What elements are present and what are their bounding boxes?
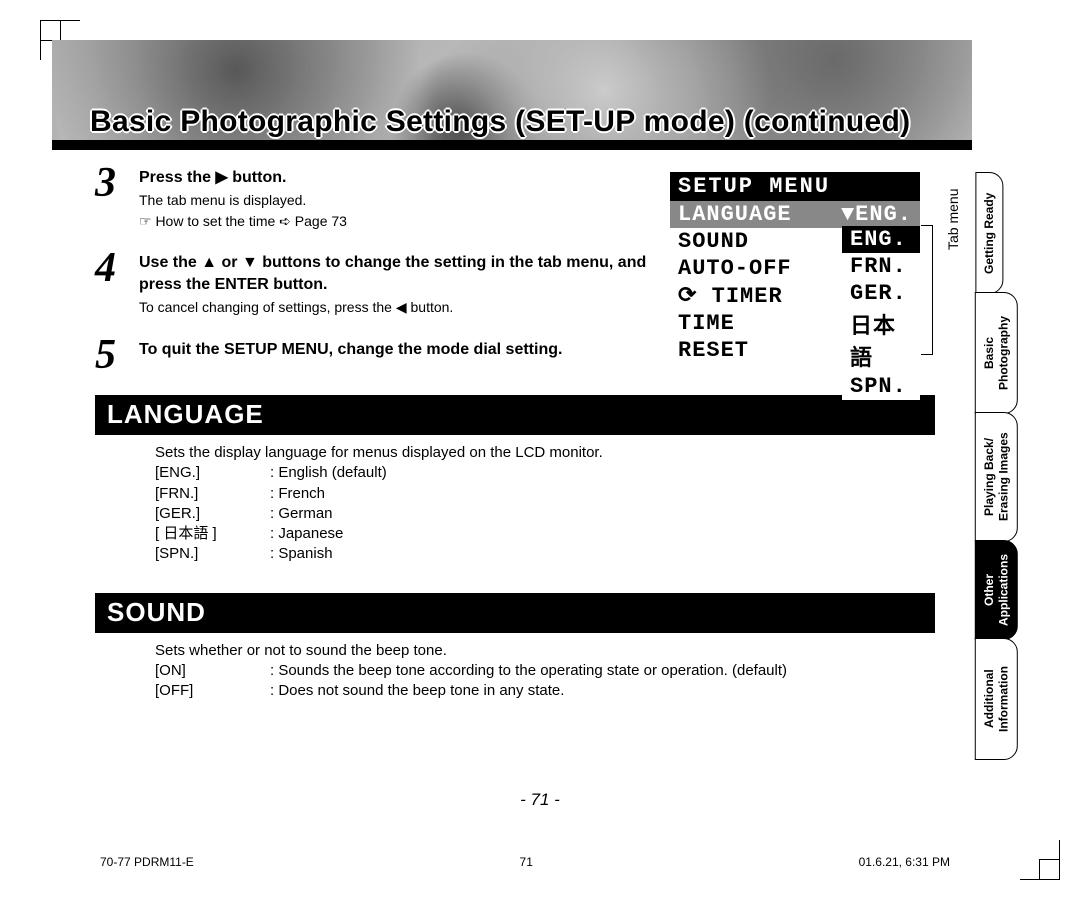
step-title: To quit the SETUP MENU, change the mode … [139, 339, 655, 361]
section-body-language: Sets the display language for menus disp… [95, 435, 935, 565]
content-area: 3 Press the ▶ button. The tab menu is di… [95, 165, 655, 702]
tab-menu-label: Tab menu [945, 189, 961, 250]
section-heading-language: LANGUAGE [95, 395, 935, 435]
side-tab-getting-ready[interactable]: Getting Ready [975, 172, 1003, 294]
step-3: 3 Press the ▶ button. The tab menu is di… [95, 165, 655, 230]
tab-menu-bracket [921, 225, 933, 355]
step-note: To cancel changing of settings, press th… [139, 298, 655, 318]
side-tabs: Getting Ready Basic Photography Playing … [975, 172, 1045, 758]
header-underline [52, 140, 972, 150]
lang-row: [ENG.]: English (default) [155, 463, 935, 483]
side-tab-basic-photography[interactable]: Basic Photography [975, 292, 1018, 414]
footer-left: 70-77 PDRM11-E [100, 855, 194, 869]
sound-row: [OFF]: Does not sound the beep tone in a… [155, 681, 935, 701]
step-title: Use the ▲ or ▼ buttons to change the set… [139, 252, 655, 295]
setup-menu-selected: LANGUAGE ▼ENG. [670, 201, 920, 228]
menu-option: SPN. [842, 373, 920, 400]
crop-mark-br [1020, 840, 1060, 880]
section-heading-sound: SOUND [95, 593, 935, 633]
setup-menu-title: SETUP MENU [670, 172, 920, 201]
footer-right: 01.6.21, 6:31 PM [859, 855, 950, 869]
lang-row: [FRN.]: French [155, 484, 935, 504]
setup-menu-screen: SETUP MENU LANGUAGE ▼ENG. SOUND AUTO-OFF… [670, 172, 920, 364]
step-title: Press the ▶ button. [139, 167, 655, 189]
section-intro: Sets the display language for menus disp… [155, 443, 935, 463]
triangle-right-icon: ▶ [215, 167, 227, 189]
sound-row: [ON]: Sounds the beep tone according to … [155, 661, 935, 681]
side-tab-additional-info[interactable]: Additional Information [975, 638, 1018, 760]
section-intro: Sets whether or not to sound the beep to… [155, 641, 935, 661]
step-5: 5 To quit the SETUP MENU, change the mod… [95, 337, 655, 375]
lang-row: [SPN.]: Spanish [155, 544, 935, 564]
step-4: 4 Use the ▲ or ▼ buttons to change the s… [95, 250, 655, 317]
menu-option: GER. [842, 280, 920, 307]
step-number: 4 [95, 250, 139, 288]
lang-row: [GER.]: German [155, 504, 935, 524]
footer-mid: 71 [520, 855, 533, 869]
step-number: 5 [95, 337, 139, 375]
triangle-left-icon: ◀ [396, 298, 407, 317]
setup-menu-options: ENG. FRN. GER. 日本語 SPN. [842, 226, 920, 400]
section-body-sound: Sets whether or not to sound the beep to… [95, 633, 935, 702]
step-crossref: ☞ How to set the time ➪ Page 73 [139, 212, 655, 231]
menu-option: FRN. [842, 253, 920, 280]
page-title: Basic Photographic Settings (SET-UP mode… [90, 105, 910, 139]
side-tab-other-applications[interactable]: Other Applications [975, 540, 1018, 640]
page-number: - 71 - [0, 790, 1080, 810]
lang-row: [ 日本語 ]: Japanese [155, 524, 935, 544]
step-note: The tab menu is displayed. [139, 191, 655, 210]
footer: 70-77 PDRM11-E 71 01.6.21, 6:31 PM [100, 855, 950, 869]
menu-option: 日本語 [842, 307, 920, 373]
side-tab-playing-back[interactable]: Playing Back/ Erasing Images [975, 412, 1018, 542]
menu-option: ENG. [842, 226, 920, 253]
step-number: 3 [95, 165, 139, 203]
